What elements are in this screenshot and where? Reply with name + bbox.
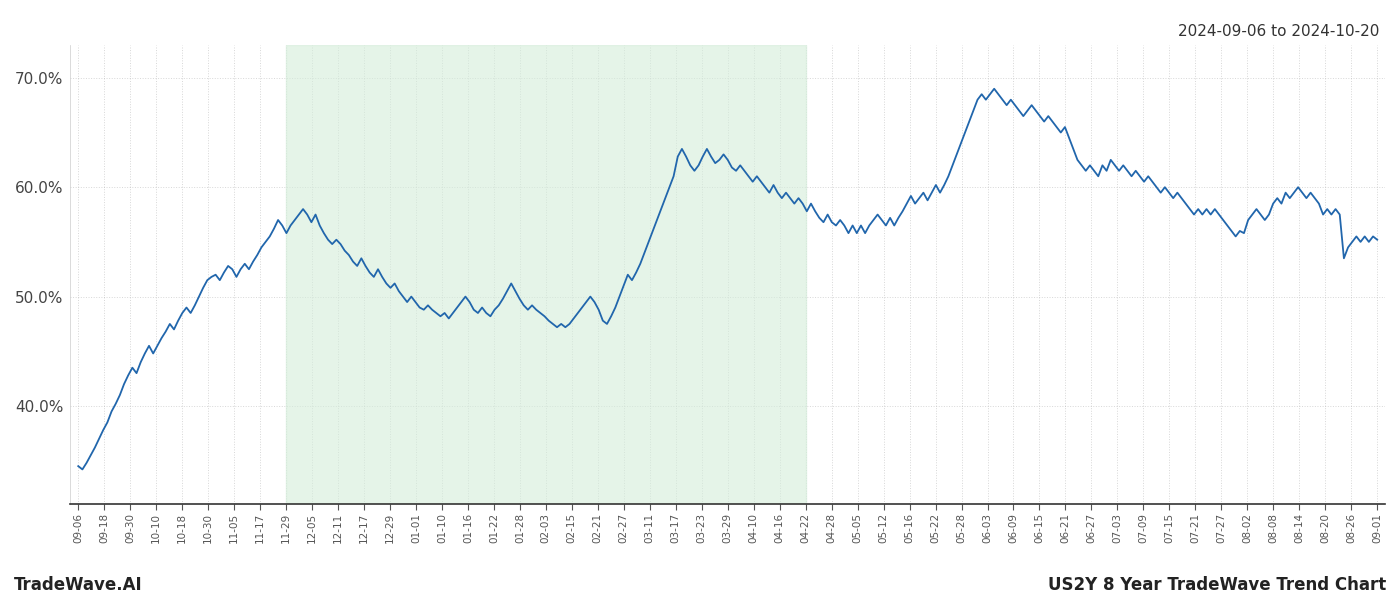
Bar	[286, 45, 805, 505]
Text: 2024-09-06 to 2024-10-20: 2024-09-06 to 2024-10-20	[1177, 24, 1379, 39]
Text: TradeWave.AI: TradeWave.AI	[14, 576, 143, 594]
Text: US2Y 8 Year TradeWave Trend Chart: US2Y 8 Year TradeWave Trend Chart	[1047, 576, 1386, 594]
